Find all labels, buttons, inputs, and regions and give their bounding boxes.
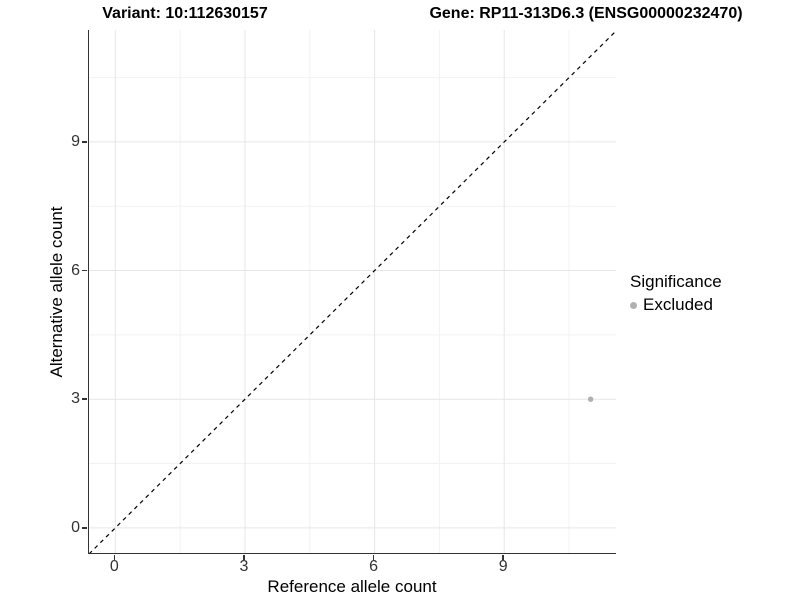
identity-reference-line bbox=[89, 30, 616, 553]
plot-title-gene: Gene: RP11-313D6.3 (ENSG00000232470) bbox=[429, 5, 743, 22]
legend-entry-label: Excluded bbox=[643, 295, 713, 314]
y-tick-mark bbox=[82, 141, 87, 143]
x-tick-label: 0 bbox=[109, 558, 119, 575]
x-tick-mark bbox=[243, 555, 245, 560]
plot-panel bbox=[88, 30, 616, 554]
y-tick-mark bbox=[82, 527, 87, 529]
y-tick-mark bbox=[82, 398, 87, 400]
y-tick-mark bbox=[82, 269, 87, 272]
x-tick-mark bbox=[502, 555, 504, 560]
legend: Significance Excluded bbox=[630, 272, 722, 315]
x-tick-label: 3 bbox=[239, 558, 249, 575]
y-tick-label: 6 bbox=[71, 261, 80, 279]
y-axis-title: Alternative allele count bbox=[47, 206, 66, 378]
plot-canvas bbox=[89, 30, 616, 553]
x-axis-title: Reference allele count bbox=[267, 577, 437, 596]
y-tick-label: 0 bbox=[71, 518, 80, 536]
y-tick-label: 3 bbox=[71, 390, 80, 408]
x-tick-label: 9 bbox=[498, 558, 508, 575]
x-tick-label: 6 bbox=[369, 558, 379, 575]
legend-title: Significance bbox=[630, 272, 722, 291]
x-tick-mark bbox=[113, 555, 116, 560]
legend-entry-excluded: Excluded bbox=[630, 295, 722, 315]
y-tick-label: 9 bbox=[71, 132, 80, 150]
plot-title-variant: Variant: 10:112630157 bbox=[102, 5, 268, 22]
x-tick-mark bbox=[372, 555, 375, 560]
legend-point-icon bbox=[630, 301, 637, 309]
data-point bbox=[587, 396, 594, 402]
